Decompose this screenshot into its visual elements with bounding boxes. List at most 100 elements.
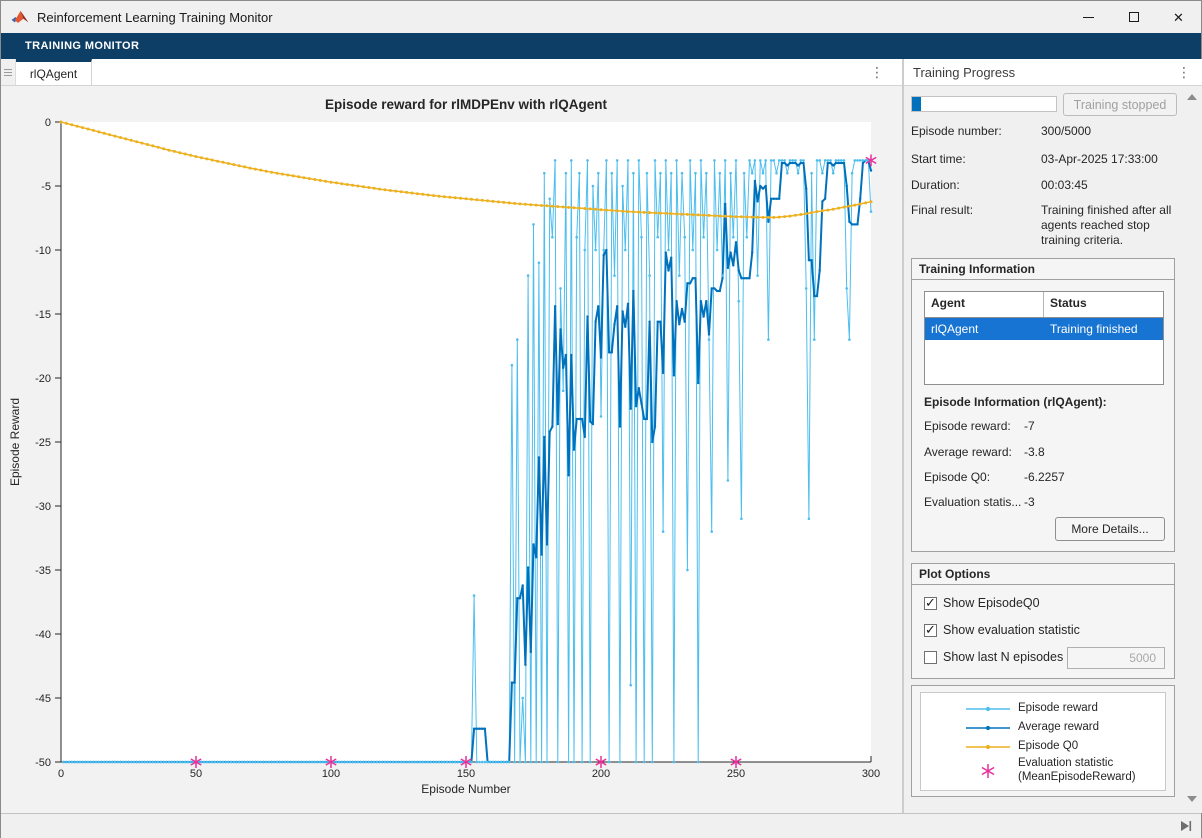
checkbox-icon: [924, 595, 937, 611]
vertical-divider: [902, 59, 904, 813]
tab-label: rlQAgent: [29, 66, 78, 81]
training-information-card: Training Information Agent Status rlQAge…: [911, 258, 1175, 552]
svg-text:-10: -10: [35, 245, 51, 257]
svg-text:50: 50: [190, 768, 202, 780]
figure-area: Episode reward for rlMDPEnv with rlQAgen…: [1, 86, 902, 813]
scroll-up-icon[interactable]: [1187, 94, 1197, 100]
maximize-button[interactable]: [1111, 1, 1156, 33]
svg-text:150: 150: [457, 768, 475, 780]
grip-icon: [4, 71, 12, 73]
close-icon: ✕: [1173, 9, 1184, 25]
stat-value: -6.2257: [1024, 470, 1065, 484]
svg-text:Episode Reward: Episode Reward: [8, 398, 22, 486]
average-reward-row: Average reward: -3.8: [924, 445, 1045, 459]
svg-text:-5: -5: [41, 181, 51, 193]
close-button[interactable]: ✕: [1156, 1, 1201, 33]
svg-text:-40: -40: [35, 629, 51, 641]
legend-box: Episode reward Average reward Episode Q0…: [920, 692, 1166, 791]
episode-reward-row: Episode reward: -7: [924, 419, 1035, 433]
stat-value: -3.8: [1024, 445, 1045, 459]
title-bar: Reinforcement Learning Training Monitor …: [1, 1, 1201, 33]
svg-text:0: 0: [45, 117, 51, 129]
start-time-row: Start time: 03-Apr-2025 17:33:00: [911, 152, 1191, 167]
stat-label: Episode Q0:: [924, 470, 991, 484]
status-cell: Training finished: [1050, 322, 1138, 336]
document-bar-grip[interactable]: [1, 59, 16, 85]
svg-text:-50: -50: [35, 757, 51, 769]
table-row[interactable]: rlQAgent Training finished: [925, 318, 1163, 340]
svg-text:-35: -35: [35, 565, 51, 577]
evaluation-statistic-asterisk-icon: [981, 763, 995, 778]
episode-reward-line-icon: [966, 706, 1010, 711]
card-title: Plot Options: [912, 564, 1174, 585]
stat-value: -3: [1024, 495, 1035, 509]
svg-text:200: 200: [592, 768, 610, 780]
episode-q0-row: Episode Q0: -6.2257: [924, 470, 1065, 484]
window-title: Reinforcement Learning Training Monitor: [37, 9, 273, 25]
tab-rlqagent[interactable]: rlQAgent: [16, 59, 92, 85]
panel-title: Training Progress: [913, 65, 1016, 80]
episode-q0-line-icon: [966, 744, 1010, 749]
training-progress-bar: [911, 96, 1057, 112]
ribbon-tab-training-monitor[interactable]: TRAINING MONITOR: [25, 40, 140, 52]
table-header-row: Agent Status: [925, 292, 1163, 318]
svg-text:-25: -25: [35, 437, 51, 449]
svg-text:-20: -20: [35, 373, 51, 385]
field-label: Duration:: [911, 178, 960, 192]
tab-actions-menu-icon[interactable]: ⋮: [870, 64, 884, 80]
column-header-status: Status: [1050, 296, 1087, 310]
training-progress-header: Training Progress ⋮: [904, 59, 1202, 86]
agent-cell: rlQAgent: [931, 322, 979, 336]
legend-label: Episode reward: [1018, 702, 1098, 714]
bottom-status-bar: [1, 813, 1201, 838]
more-details-button[interactable]: More Details...: [1055, 517, 1165, 541]
minimize-button[interactable]: [1066, 1, 1111, 33]
checkbox-label: Show evaluation statistic: [943, 623, 1080, 637]
checkbox-label: Show EpisodeQ0: [943, 596, 1040, 610]
stat-label: Average reward:: [924, 445, 1012, 459]
last-n-episodes-input[interactable]: [1067, 647, 1165, 669]
field-value: 300/5000: [1041, 124, 1092, 138]
show-evaluation-statistic-checkbox[interactable]: Show evaluation statistic: [924, 622, 1080, 638]
training-stopped-button[interactable]: Training stopped: [1063, 93, 1177, 116]
stat-value: -7: [1024, 419, 1035, 433]
document-tab-strip: rlQAgent ⋮: [1, 59, 902, 86]
card-title: Training Information: [912, 259, 1174, 280]
scroll-down-icon[interactable]: [1187, 796, 1197, 802]
training-progress-panel: Training stopped Episode number: 300/5000…: [904, 86, 1202, 813]
episode-information-title: Episode Information (rlQAgent):: [924, 395, 1107, 409]
field-value: 00:03:45: [1041, 178, 1088, 192]
legend-card: Episode reward Average reward Episode Q0…: [911, 685, 1175, 797]
checkbox-icon: [924, 622, 937, 638]
evaluation-statistic-row: Evaluation statis... -3: [924, 495, 1035, 509]
plot-options-card: Plot Options Show EpisodeQ0 Show evaluat…: [911, 563, 1175, 679]
average-reward-line-icon: [966, 725, 1010, 730]
scroll-end-icon[interactable]: [1179, 819, 1193, 833]
legend-entry-episode-reward: Episode reward: [966, 702, 1098, 716]
svg-text:Episode Number: Episode Number: [421, 782, 510, 796]
svg-text:100: 100: [322, 768, 340, 780]
field-value: 03-Apr-2025 17:33:00: [1041, 152, 1158, 166]
show-episodeq0-checkbox[interactable]: Show EpisodeQ0: [924, 595, 1040, 611]
panel-actions-menu-icon[interactable]: ⋮: [1177, 64, 1191, 80]
matlab-logo-icon: [11, 10, 29, 23]
legend-entry-evaluation-statistic: Evaluation statistic (MeanEpisodeReward): [966, 757, 1136, 785]
svg-text:Episode reward for rlMDPEnv wi: Episode reward for rlMDPEnv with rlQAgen…: [325, 97, 608, 112]
final-result-row: Final result: Training finished after all…: [911, 203, 1191, 248]
field-label: Episode number:: [911, 124, 1002, 138]
legend-entry-average-reward: Average reward: [966, 721, 1099, 735]
svg-text:250: 250: [727, 768, 745, 780]
checkbox-icon: [924, 650, 937, 664]
column-header-agent: Agent: [925, 292, 1044, 317]
checkbox-label: Show last N episodes: [943, 650, 1064, 664]
stat-label: Evaluation statis...: [924, 495, 1022, 509]
svg-text:0: 0: [58, 768, 64, 780]
maximize-icon: [1128, 12, 1139, 22]
field-label: Start time:: [911, 152, 966, 166]
field-label: Final result:: [911, 203, 974, 217]
show-last-n-episodes-checkbox[interactable]: Show last N episodes: [924, 650, 1063, 664]
svg-text:-15: -15: [35, 309, 51, 321]
training-progress-fill: [912, 97, 921, 111]
svg-text:-45: -45: [35, 693, 51, 705]
